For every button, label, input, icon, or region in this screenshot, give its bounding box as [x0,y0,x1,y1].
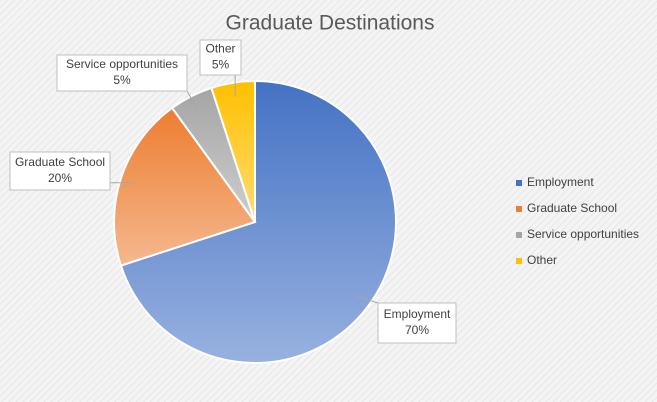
data-label-name: Graduate School [15,155,105,169]
pie-slice [210,79,256,223]
leader-line [186,90,198,110]
legend-swatch [516,180,522,186]
pie-slice [119,79,397,364]
data-label-value: 70% [405,323,429,337]
data-label-box [9,151,111,191]
leader-line [357,296,379,304]
data-label-box [56,54,188,92]
legend-label: Graduate School [527,201,617,215]
data-label-name: Employment [384,307,451,321]
legend-swatch [516,258,522,264]
data-label-box [377,302,457,344]
legend-swatch [516,206,522,212]
data-label-name: Service opportunities [66,57,178,71]
legend-label: Other [527,253,557,267]
chart-title: Graduate Destinations [226,12,435,35]
data-label-value: 5% [212,58,230,72]
legend-label: Employment [527,175,594,189]
legend-label: Service opportunities [527,227,639,241]
pie-slice [113,106,257,267]
data-label-value: 20% [48,171,72,185]
data-label-name: Other [205,42,235,56]
legend-swatch [516,232,522,238]
data-label-box [199,39,242,76]
data-label-value: 5% [113,73,131,87]
